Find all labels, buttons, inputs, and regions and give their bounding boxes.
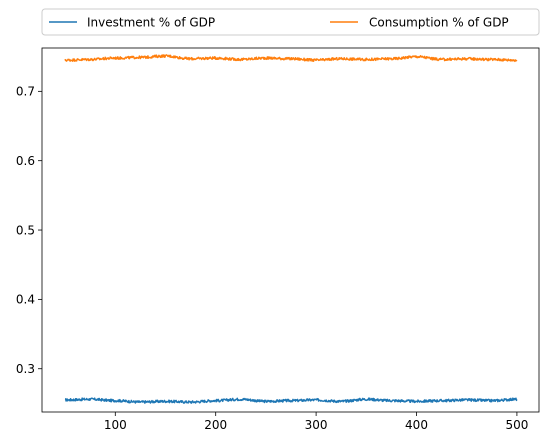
- y-tick-label-0: 0.3: [16, 362, 35, 376]
- y-axis: 0.3 0.4 0.5 0.6 0.7: [16, 85, 42, 376]
- plot-series: [64, 54, 518, 404]
- legend-label-consumption: Consumption % of GDP: [369, 16, 509, 30]
- y-tick-label-3: 0.6: [16, 154, 35, 168]
- x-tick-label-3: 400: [405, 418, 428, 432]
- series-line-consumption: [64, 54, 518, 63]
- x-tick-label-4: 500: [505, 418, 528, 432]
- x-tick-label-1: 200: [204, 418, 227, 432]
- legend-box: [41, 8, 540, 36]
- legend: Investment % of GDP Consumption % of GDP: [41, 8, 540, 36]
- x-tick-label-0: 100: [104, 418, 127, 432]
- y-tick-label-1: 0.4: [16, 293, 35, 307]
- x-tick-label-2: 300: [305, 418, 328, 432]
- x-axis: 100 200 300 400 500: [104, 412, 528, 432]
- y-tick-label-2: 0.5: [16, 223, 35, 237]
- legend-label-investment: Investment % of GDP: [87, 16, 215, 30]
- y-tick-label-4: 0.7: [16, 85, 35, 99]
- series-line-investment: [64, 397, 518, 404]
